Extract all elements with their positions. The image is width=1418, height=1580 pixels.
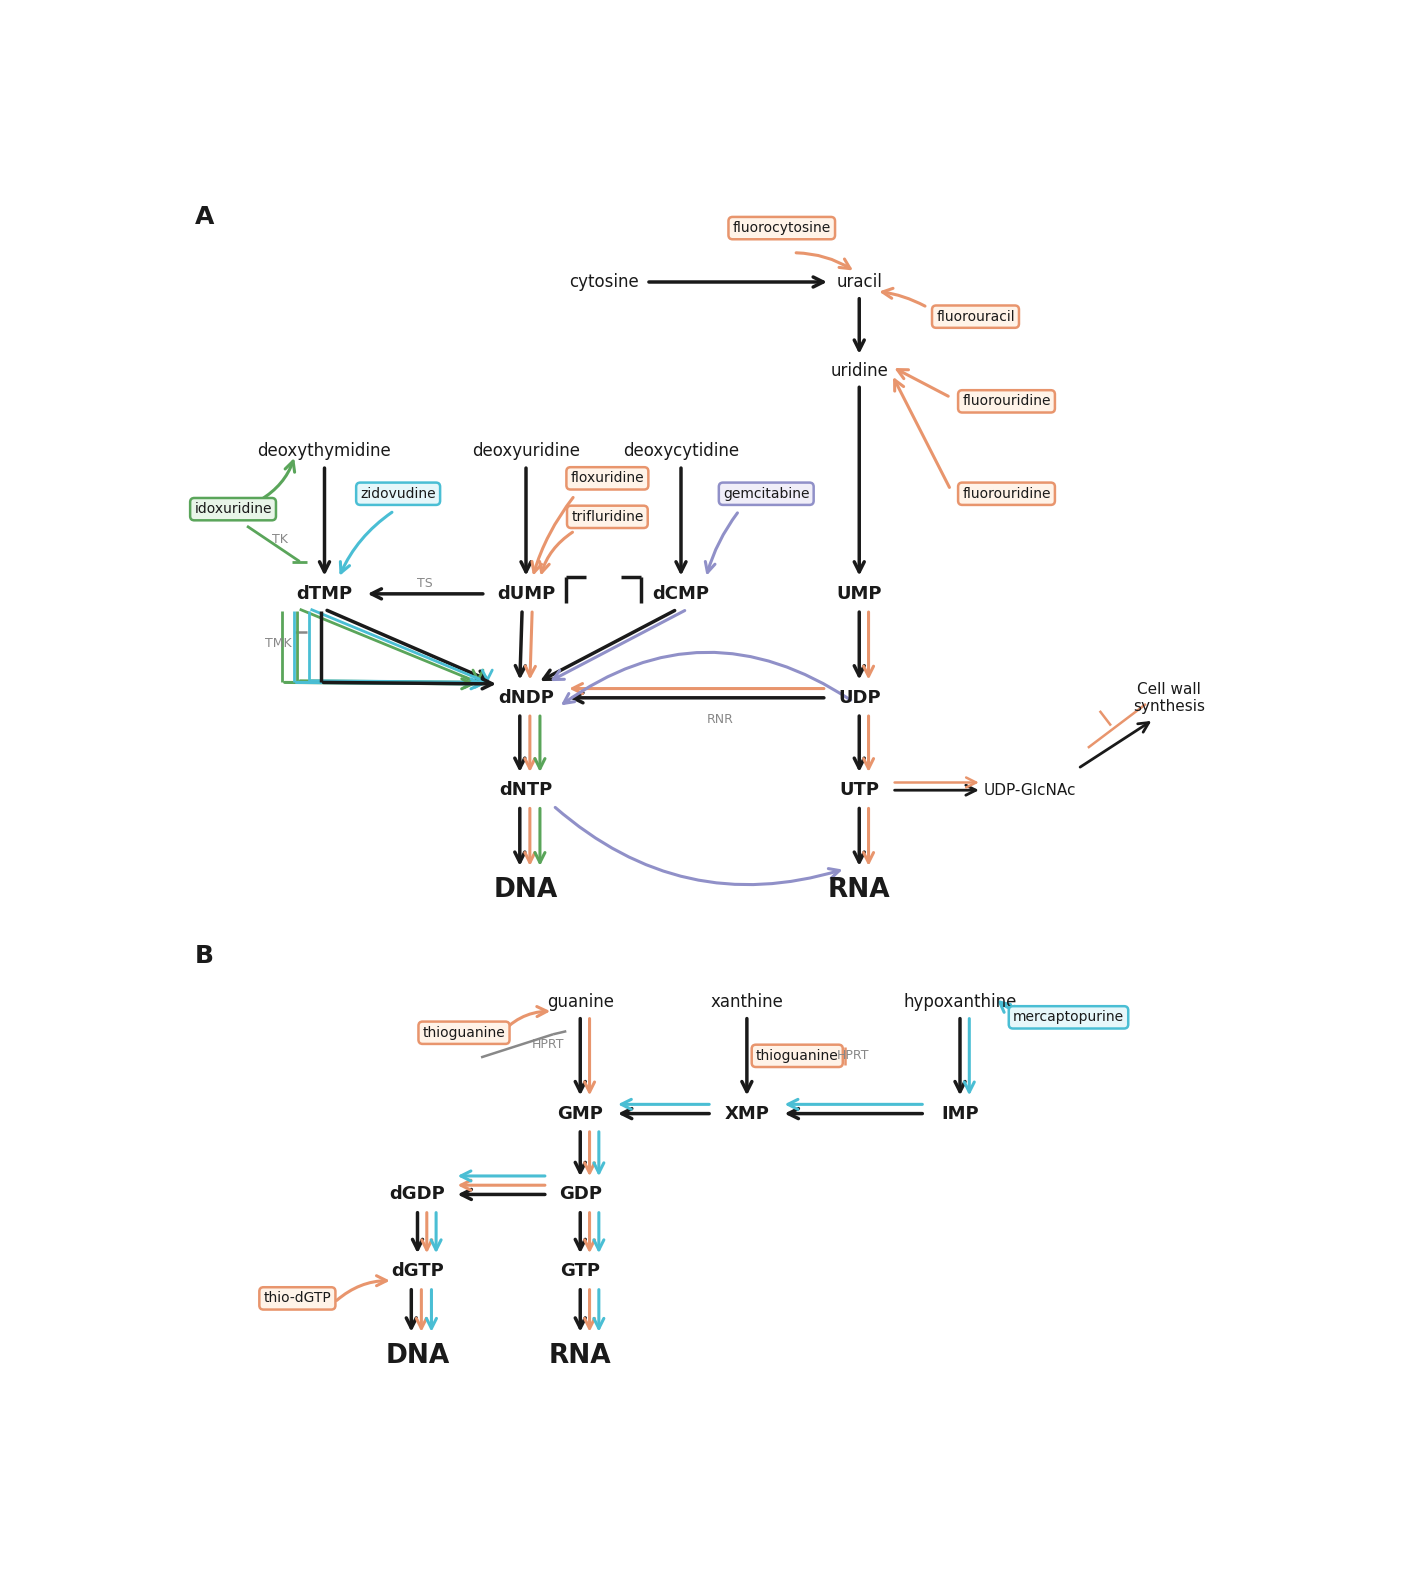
Text: IMP: IMP <box>942 1104 978 1123</box>
Text: RNA: RNA <box>549 1343 611 1370</box>
Text: fluorouridine: fluorouridine <box>963 487 1051 501</box>
Text: dNTP: dNTP <box>499 781 553 799</box>
Text: B: B <box>194 943 214 967</box>
Text: GMP: GMP <box>557 1104 603 1123</box>
Text: gemcitabine: gemcitabine <box>723 487 810 501</box>
Text: GTP: GTP <box>560 1262 600 1280</box>
Text: deoxythymidine: deoxythymidine <box>258 442 391 460</box>
Text: fluorouridine: fluorouridine <box>963 395 1051 408</box>
Text: deoxyuridine: deoxyuridine <box>472 442 580 460</box>
Text: UDP: UDP <box>838 689 881 706</box>
Text: zidovudine: zidovudine <box>360 487 435 501</box>
Text: TS: TS <box>417 577 432 589</box>
Text: RNA: RNA <box>828 877 891 904</box>
Text: dGTP: dGTP <box>391 1262 444 1280</box>
Text: thioguanine: thioguanine <box>756 1049 838 1063</box>
Text: fluorocytosine: fluorocytosine <box>733 221 831 235</box>
Text: DNA: DNA <box>386 1343 450 1370</box>
Text: fluorouracil: fluorouracil <box>936 310 1015 324</box>
Text: Cell wall
synthesis: Cell wall synthesis <box>1133 681 1205 714</box>
Text: hypoxanthine: hypoxanthine <box>903 992 1017 1011</box>
Text: uracil: uracil <box>837 273 882 291</box>
Text: dTMP: dTMP <box>296 585 353 604</box>
Text: HPRT: HPRT <box>837 1049 869 1062</box>
Text: dNDP: dNDP <box>498 689 554 706</box>
Text: RNR: RNR <box>706 713 733 725</box>
Text: dCMP: dCMP <box>652 585 709 604</box>
Text: HPRT: HPRT <box>532 1038 564 1051</box>
Text: UDP-GlcNAc: UDP-GlcNAc <box>984 782 1076 798</box>
Text: thio-dGTP: thio-dGTP <box>264 1291 332 1305</box>
Text: mercaptopurine: mercaptopurine <box>1012 1010 1124 1024</box>
Text: thioguanine: thioguanine <box>423 1025 505 1040</box>
Text: DNA: DNA <box>493 877 559 904</box>
Text: dGDP: dGDP <box>390 1185 445 1204</box>
Text: trifluridine: trifluridine <box>571 510 644 525</box>
Text: uridine: uridine <box>831 362 888 379</box>
Text: GDP: GDP <box>559 1185 601 1204</box>
Text: xanthine: xanthine <box>710 992 783 1011</box>
Text: cytosine: cytosine <box>569 273 638 291</box>
Text: deoxycytidine: deoxycytidine <box>623 442 739 460</box>
Text: UMP: UMP <box>837 585 882 604</box>
Text: idoxuridine: idoxuridine <box>194 502 272 517</box>
Text: UTP: UTP <box>839 781 879 799</box>
Text: guanine: guanine <box>547 992 614 1011</box>
Text: dUMP: dUMP <box>496 585 554 604</box>
Text: TK: TK <box>272 534 288 547</box>
Text: A: A <box>194 204 214 229</box>
Text: XMP: XMP <box>725 1104 770 1123</box>
Text: floxuridine: floxuridine <box>570 471 644 485</box>
Text: TMK: TMK <box>265 637 291 651</box>
